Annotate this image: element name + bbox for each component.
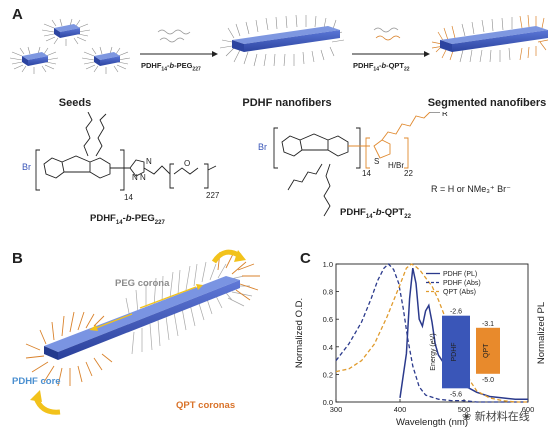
label-peg-corona: PEG corona <box>115 278 170 289</box>
inset-pdhf-label: PDHF <box>451 342 458 361</box>
inset-pdhf-bar <box>442 315 470 389</box>
arrow-1 <box>140 29 218 57</box>
formula-pdhf-peg: PDHF14-b-PEG227 <box>90 213 165 226</box>
chem-right-r: R <box>442 112 448 118</box>
inset-ylabel: Energy (eV) <box>430 333 437 370</box>
panel-b-letter: B <box>12 250 23 267</box>
x-tick-label-400: 400 <box>394 405 407 414</box>
panel-a-letter: A <box>12 6 23 23</box>
label-seeds: Seeds <box>58 97 92 109</box>
chem-right-hbr: H/Br <box>388 161 404 170</box>
chem-left-triazole-n2: N <box>140 173 146 182</box>
x-tick-label-600: 600 <box>522 405 535 414</box>
x-tick-label-500: 500 <box>458 405 471 414</box>
chem-right-br: Br <box>258 142 267 152</box>
chem-structure-pdhf-qpt: Br 14 S H/Br 22 R <box>258 112 448 217</box>
x-axis-title: Wavelength (nm) <box>396 417 468 428</box>
series-line-2 <box>335 263 528 403</box>
chem-structure-pdhf-peg: Br 14 N N N O 227 <box>22 112 220 202</box>
watermark: ❀ 新材料在线 <box>462 410 530 423</box>
label-qpt-coronas: QPT coronas <box>176 400 236 411</box>
chem-left-n: 14 <box>124 193 133 202</box>
chem-left-o: O <box>184 159 190 168</box>
y-axis-title-right: Normalized PL <box>536 302 547 364</box>
label-pdhf-core: PDHF core <box>12 376 61 387</box>
y-tick-label-0: 0.0 <box>323 398 333 407</box>
y-tick-label-4: 0.8 <box>323 288 333 297</box>
formula-pdhf-qpt: PDHF14-b-QPT22 <box>340 207 411 220</box>
inset-qpt-bottom: -5.0 <box>482 377 494 384</box>
watermark-icon: ❀ <box>462 410 472 423</box>
legend-label-2: QPT (Abs) <box>443 289 476 296</box>
y-tick-label-3: 0.6 <box>323 315 333 324</box>
x-tick-label-300: 300 <box>330 405 343 414</box>
chem-right-s: S <box>374 157 379 166</box>
inset-qpt-top: -3.1 <box>482 321 494 328</box>
panel-c-letter: C <box>300 250 311 267</box>
arrow-1-label: PDHF14-b-PEG227 <box>141 61 201 73</box>
legend-label-1: PDHF (Abs) <box>443 280 481 287</box>
label-segmented-nanofibers: Segmented nanofibers <box>427 97 547 109</box>
pdhf-nanofiber <box>219 14 345 67</box>
chem-left-triazole-n1: N <box>132 173 138 182</box>
arrow-2-label: PDHF14-b-QPT22 <box>353 61 410 73</box>
y-tick-label-1: 0.2 <box>323 370 333 379</box>
seed-3 <box>81 46 131 74</box>
y-tick-label-5: 1.0 <box>323 260 333 269</box>
legend-label-0: PDHF (PL) <box>443 271 477 278</box>
seed-1 <box>41 18 91 46</box>
series-line-1 <box>335 263 528 403</box>
label-pdhf-nanofibers: PDHF nanofibers <box>242 97 332 109</box>
panel-b-schematic <box>25 249 260 415</box>
peg-corona-hairs <box>125 261 253 355</box>
y-axis-title-left: Normalized O.D. <box>294 298 305 368</box>
panel-a-schematic <box>9 14 549 74</box>
panel-c-chart: 300 400 500 600 0.0 0.2 0.4 0.6 0.8 1.0 Wavelength… <box>294 260 547 428</box>
arrow-2 <box>352 27 430 57</box>
inset-pdhf-bottom: -5.6 <box>450 391 462 398</box>
inset-qpt-bar <box>476 327 500 374</box>
chem-right-m: 22 <box>404 169 413 178</box>
chem-left-br: Br <box>22 162 31 172</box>
r-group-definition: R = H or NMe₃⁺ Br⁻ <box>431 184 511 194</box>
y-tick-label-2: 0.4 <box>323 343 333 352</box>
seed-2 <box>9 46 59 74</box>
chem-right-n: 14 <box>362 169 371 178</box>
qpt-corona-hairs <box>25 251 260 387</box>
chem-left-triazole-n3: N <box>146 157 152 166</box>
inset-qpt-label: QPT <box>483 343 490 358</box>
pdhf-core-rod <box>44 276 240 352</box>
inset-pdhf-top: -2.6 <box>450 309 462 316</box>
chem-left-m: 227 <box>206 191 220 200</box>
plot-frame <box>335 263 529 403</box>
segmented-nanofiber <box>431 14 549 63</box>
